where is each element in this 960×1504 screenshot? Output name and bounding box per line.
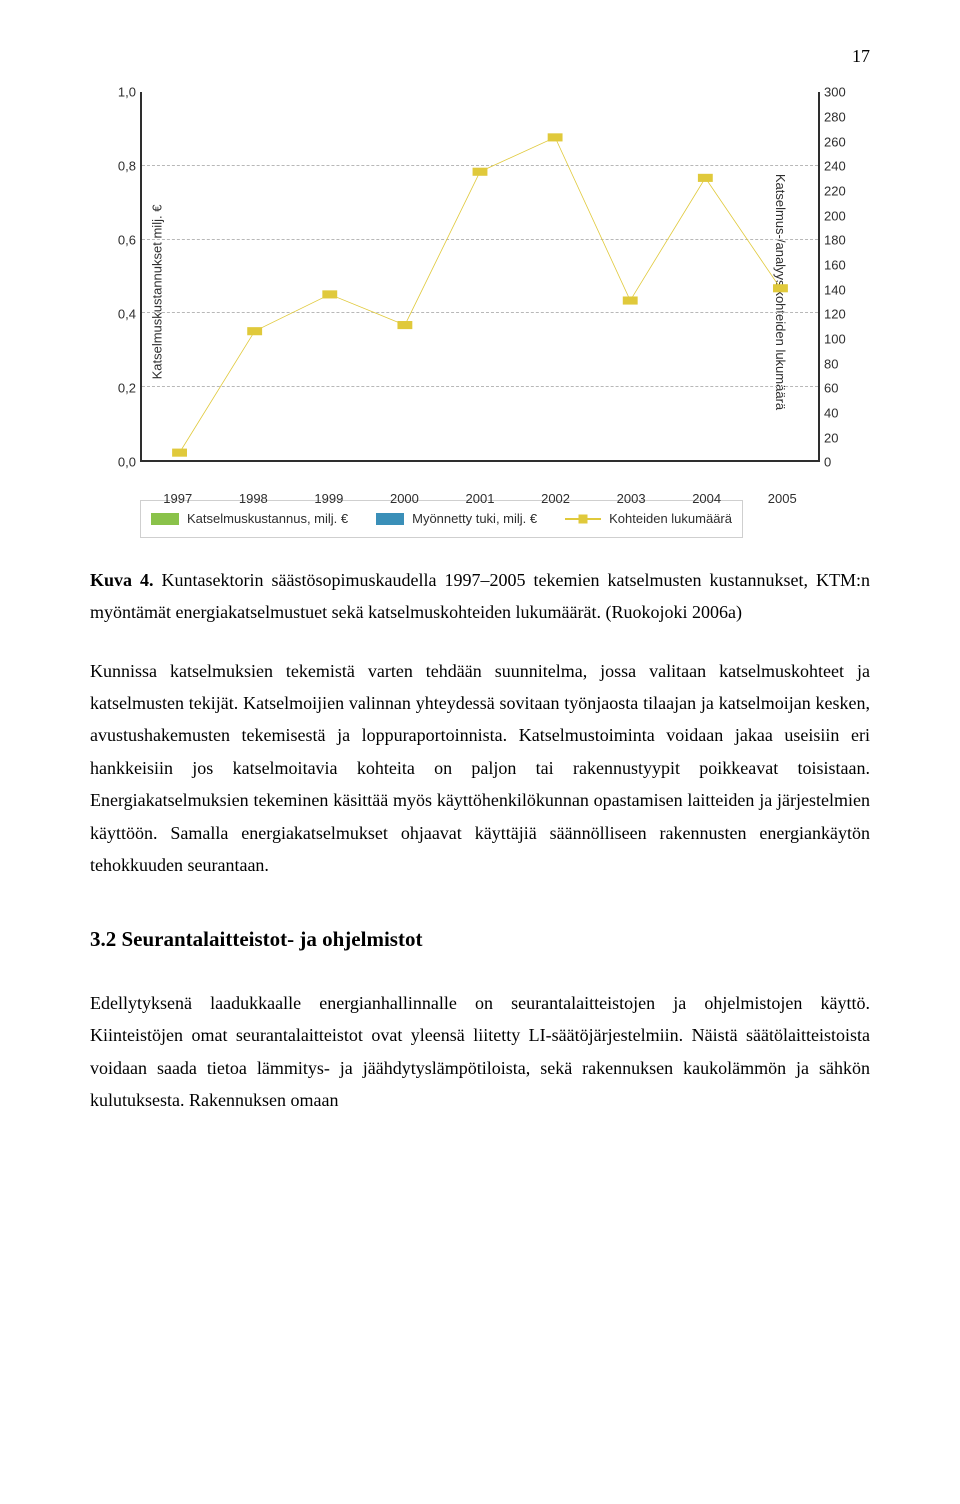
- y-right-tick: 300: [824, 86, 864, 99]
- line-marker: [698, 174, 713, 182]
- y-left-tick: 0,0: [96, 456, 136, 469]
- y-left-tick: 0,8: [96, 160, 136, 173]
- y-left-tick: 1,0: [96, 86, 136, 99]
- line-marker: [548, 134, 563, 142]
- paragraph-2: Edellytyksenä laadukkaalle energianhalli…: [90, 987, 870, 1117]
- y-right-tick: 20: [824, 431, 864, 444]
- x-label: 2003: [617, 487, 646, 510]
- y-right-tick: 40: [824, 407, 864, 420]
- y-left-tick: 0,4: [96, 308, 136, 321]
- line-marker: [773, 285, 788, 293]
- y-right-tick: 200: [824, 209, 864, 222]
- line-series-svg: [142, 92, 818, 460]
- x-label: 2000: [390, 487, 419, 510]
- line-marker: [247, 328, 262, 336]
- y-left-tick: 0,2: [96, 382, 136, 395]
- legend-item-line: Kohteiden lukumäärä: [565, 507, 732, 530]
- line-marker: [473, 168, 488, 176]
- paragraph-1: Kunnissa katselmuksien tekemistä varten …: [90, 655, 870, 882]
- y-right-tick: 60: [824, 382, 864, 395]
- y-right-ticks: 0204060801001201401601802002202402602803…: [824, 92, 864, 462]
- y-right-tick: 0: [824, 456, 864, 469]
- caption-bold: Kuva 4.: [90, 570, 154, 590]
- section-heading: 3.2 Seurantalaitteistot- ja ohjelmistot: [90, 921, 870, 959]
- legend-label-bar2: Myönnetty tuki, milj. €: [412, 507, 537, 530]
- figure-caption: Kuva 4. Kuntasektorin säästösopimuskaude…: [90, 564, 870, 629]
- y-right-tick: 120: [824, 308, 864, 321]
- x-label: 2002: [541, 487, 570, 510]
- legend-item-bar1: Katselmuskustannus, milj. €: [151, 507, 348, 530]
- line-marker: [623, 297, 638, 305]
- line-marker: [322, 291, 337, 299]
- y-left-tick: 0,6: [96, 234, 136, 247]
- y-right-tick: 140: [824, 283, 864, 296]
- swatch-bar2: [376, 513, 404, 525]
- y-right-tick: 160: [824, 259, 864, 272]
- page-number: 17: [90, 40, 870, 72]
- line-marker: [172, 449, 187, 457]
- line-marker: [397, 321, 412, 329]
- y-right-tick: 260: [824, 135, 864, 148]
- x-label: 1999: [314, 487, 343, 510]
- x-label: 2004: [692, 487, 721, 510]
- legend-label-line: Kohteiden lukumäärä: [609, 507, 732, 530]
- y-right-tick: 80: [824, 357, 864, 370]
- x-label: 1998: [239, 487, 268, 510]
- x-label: 2001: [466, 487, 495, 510]
- y-right-tick: 280: [824, 111, 864, 124]
- x-label: 2005: [768, 487, 797, 510]
- chart-legend: Katselmuskustannus, milj. € Myönnetty tu…: [140, 500, 743, 537]
- y-left-ticks: 0,00,20,40,60,81,0: [96, 92, 136, 462]
- line-layer: [142, 92, 818, 460]
- plot-area: [140, 92, 820, 462]
- legend-item-bar2: Myönnetty tuki, milj. €: [376, 507, 537, 530]
- y-right-tick: 240: [824, 160, 864, 173]
- caption-text: Kuntasektorin säästösopimuskaudella 1997…: [90, 570, 870, 622]
- swatch-line: [565, 513, 601, 525]
- y-right-tick: 220: [824, 185, 864, 198]
- legend-label-bar1: Katselmuskustannus, milj. €: [187, 507, 348, 530]
- swatch-bar1: [151, 513, 179, 525]
- x-label: 1997: [163, 487, 192, 510]
- y-right-tick: 180: [824, 234, 864, 247]
- y-right-tick: 100: [824, 333, 864, 346]
- chart: Katselmuskustannukset milj. € Katselmus-…: [90, 92, 870, 492]
